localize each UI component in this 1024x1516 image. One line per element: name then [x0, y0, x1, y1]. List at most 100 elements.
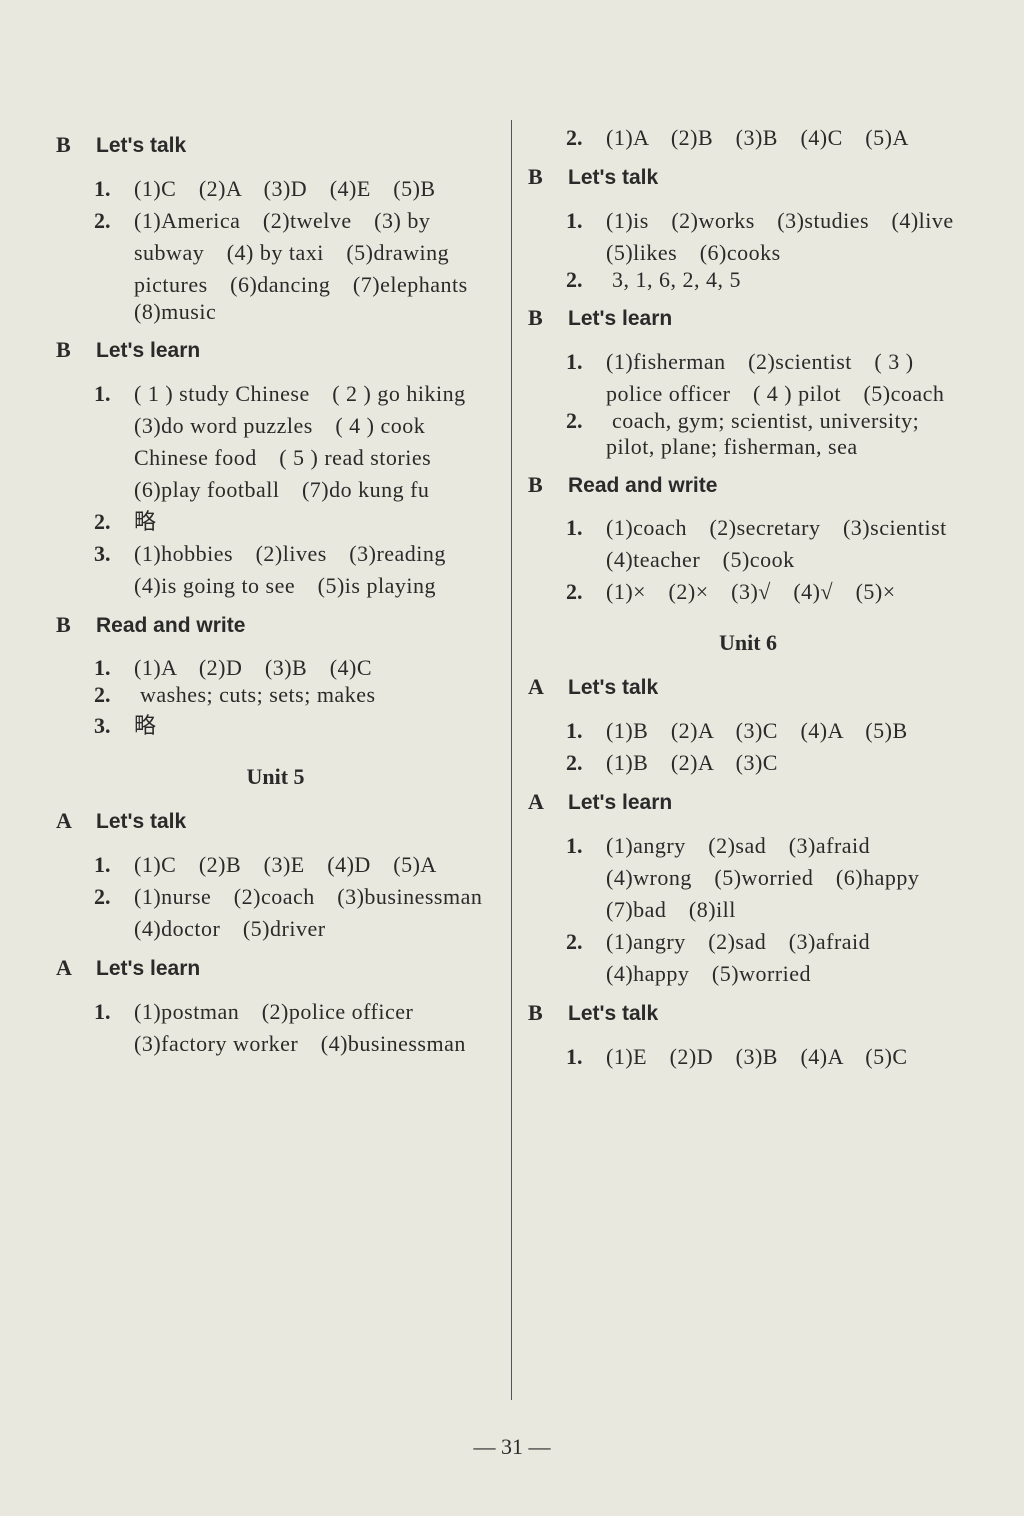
section-label: A	[56, 802, 96, 841]
item-number: 1.	[566, 1044, 606, 1070]
item-number: 2.	[566, 125, 606, 151]
answer-text: (1)hobbies (2)lives (3)reading (4)is goi…	[134, 541, 468, 598]
item-number: 1.	[566, 718, 606, 744]
section-title: Let's talk	[568, 1002, 658, 1025]
answer-text: 略	[134, 509, 157, 534]
section-title: Read and write	[568, 474, 717, 497]
answer-line: 1.(1)E (2)D (3)B (4)A (5)C	[528, 1039, 968, 1071]
item-number: 1.	[94, 852, 134, 878]
answer-text: washes; cuts; sets; makes	[134, 682, 376, 707]
answer-text: 略	[134, 713, 157, 738]
section-label: B	[56, 606, 96, 645]
answer-text: coach, gym; scientist, university; pilot…	[606, 408, 919, 459]
answer-line: 3.(1)hobbies (2)lives (3)reading (4)is g…	[56, 536, 495, 600]
answer-text: (1)C (2)B (3)E (4)D (5)A	[134, 852, 437, 877]
answer-text: (1)A (2)B (3)B (4)C (5)A	[606, 125, 909, 150]
answer-text: (1)is (2)works (3)studies (4)live (5)lik…	[606, 208, 976, 265]
answer-line: 1.(1)angry (2)sad (3)afraid (4)wrong (5)…	[528, 828, 968, 924]
section-label: B	[528, 466, 568, 505]
section-header: BLet's talk	[528, 158, 968, 197]
section-title: Let's learn	[96, 339, 200, 362]
page-content: BLet's talk1.(1)C (2)A (3)D (4)E (5)B2.(…	[40, 120, 984, 1400]
item-number: 2.	[566, 408, 606, 434]
section-header: BLet's talk	[528, 994, 968, 1033]
section-header: ALet's learn	[528, 783, 968, 822]
answer-line: 2.(1)angry (2)sad (3)afraid (4)happy (5)…	[528, 924, 968, 988]
section-header: BRead and write	[528, 466, 968, 505]
answer-line: 1.(1)postman (2)police officer (3)factor…	[56, 994, 495, 1058]
unit-heading: Unit 6	[528, 630, 968, 656]
item-number: 1.	[94, 655, 134, 681]
section-title: Let's talk	[568, 676, 658, 699]
item-number: 2.	[94, 682, 134, 708]
section-label: B	[528, 299, 568, 338]
item-number: 2.	[566, 929, 606, 955]
answer-line: 1.(1)C (2)A (3)D (4)E (5)B	[56, 171, 495, 203]
answer-line: 1.( 1 ) study Chinese ( 2 ) go hiking (3…	[56, 376, 495, 504]
item-number: 1.	[94, 176, 134, 202]
section-label: B	[56, 331, 96, 370]
answer-line: 1.(1)A (2)D (3)B (4)C	[56, 650, 495, 682]
answer-text: (1)E (2)D (3)B (4)A (5)C	[606, 1044, 908, 1069]
answer-line: 2.略	[56, 504, 495, 536]
section-header: BLet's talk	[56, 126, 495, 165]
answer-line: 1.(1)C (2)B (3)E (4)D (5)A	[56, 847, 495, 879]
answer-line: 1.(1)B (2)A (3)C (4)A (5)B	[528, 713, 968, 745]
answer-line: 1.(1)coach (2)secretary (3)scientist (4)…	[528, 510, 968, 574]
answer-text: (1)America (2)twelve (3) by subway (4) b…	[134, 208, 490, 324]
answer-text: (1)B (2)A (3)C (4)A (5)B	[606, 718, 908, 743]
answer-line: 2.(1)B (2)A (3)C	[528, 745, 968, 777]
answer-line: 2. washes; cuts; sets; makes	[56, 682, 495, 708]
answer-text: (1)A (2)D (3)B (4)C	[134, 655, 372, 680]
answer-text: (1)nurse (2)coach (3)businessman (4)doct…	[134, 884, 505, 941]
answer-line: 2. 3, 1, 6, 2, 4, 5	[528, 267, 968, 293]
answer-text: (1)C (2)A (3)D (4)E (5)B	[134, 176, 436, 201]
section-label: A	[528, 668, 568, 707]
section-title: Let's learn	[96, 957, 200, 980]
answer-line: 3.略	[56, 708, 495, 740]
answer-text: 3, 1, 6, 2, 4, 5	[606, 267, 741, 292]
section-label: B	[56, 126, 96, 165]
section-header: BLet's learn	[528, 299, 968, 338]
section-title: Read and write	[96, 614, 245, 637]
item-number: 1.	[566, 349, 606, 375]
section-header: ALet's talk	[528, 668, 968, 707]
section-label: A	[56, 949, 96, 988]
section-title: Let's learn	[568, 307, 672, 330]
answer-text: (1)× (2)× (3)√ (4)√ (5)×	[606, 579, 896, 604]
item-number: 2.	[566, 750, 606, 776]
section-label: B	[528, 158, 568, 197]
section-label: B	[528, 994, 568, 1033]
section-header: ALet's learn	[56, 949, 495, 988]
item-number: 2.	[94, 208, 134, 234]
answer-text: (1)angry (2)sad (3)afraid (4)wrong (5)wo…	[606, 833, 942, 922]
item-number: 2.	[566, 579, 606, 605]
answer-text: (1)coach (2)secretary (3)scientist (4)te…	[606, 515, 969, 572]
item-number: 3.	[94, 541, 134, 567]
right-column: 2.(1)A (2)B (3)B (4)C (5)ABLet's talk1.(…	[512, 120, 984, 1400]
answer-line: 2.(1)A (2)B (3)B (4)C (5)A	[528, 120, 968, 152]
section-title: Let's talk	[96, 810, 186, 833]
section-header: BRead and write	[56, 606, 495, 645]
item-number: 2.	[94, 509, 134, 535]
section-label: A	[528, 783, 568, 822]
item-number: 1.	[94, 999, 134, 1025]
section-title: Let's talk	[568, 166, 658, 189]
answer-line: 1.(1)fisherman (2)scientist ( 3 ) police…	[528, 344, 968, 408]
answer-line: 2. coach, gym; scientist, university; pi…	[528, 408, 968, 460]
item-number: 2.	[566, 267, 606, 293]
answer-line: 2.(1)America (2)twelve (3) by subway (4)…	[56, 203, 495, 325]
answer-text: (1)postman (2)police officer (3)factory …	[134, 999, 466, 1056]
answer-text: (1)fisherman (2)scientist ( 3 ) police o…	[606, 349, 944, 406]
left-column: BLet's talk1.(1)C (2)A (3)D (4)E (5)B2.(…	[40, 120, 512, 1400]
page-number: — 31 —	[0, 1434, 1024, 1460]
answer-line: 2.(1)× (2)× (3)√ (4)√ (5)×	[528, 574, 968, 606]
answer-text: (1)B (2)A (3)C	[606, 750, 778, 775]
unit-heading: Unit 5	[56, 764, 495, 790]
item-number: 1.	[94, 381, 134, 407]
section-title: Let's learn	[568, 791, 672, 814]
section-header: ALet's talk	[56, 802, 495, 841]
answer-line: 1.(1)is (2)works (3)studies (4)live (5)l…	[528, 203, 968, 267]
section-title: Let's talk	[96, 134, 186, 157]
item-number: 2.	[94, 884, 134, 910]
